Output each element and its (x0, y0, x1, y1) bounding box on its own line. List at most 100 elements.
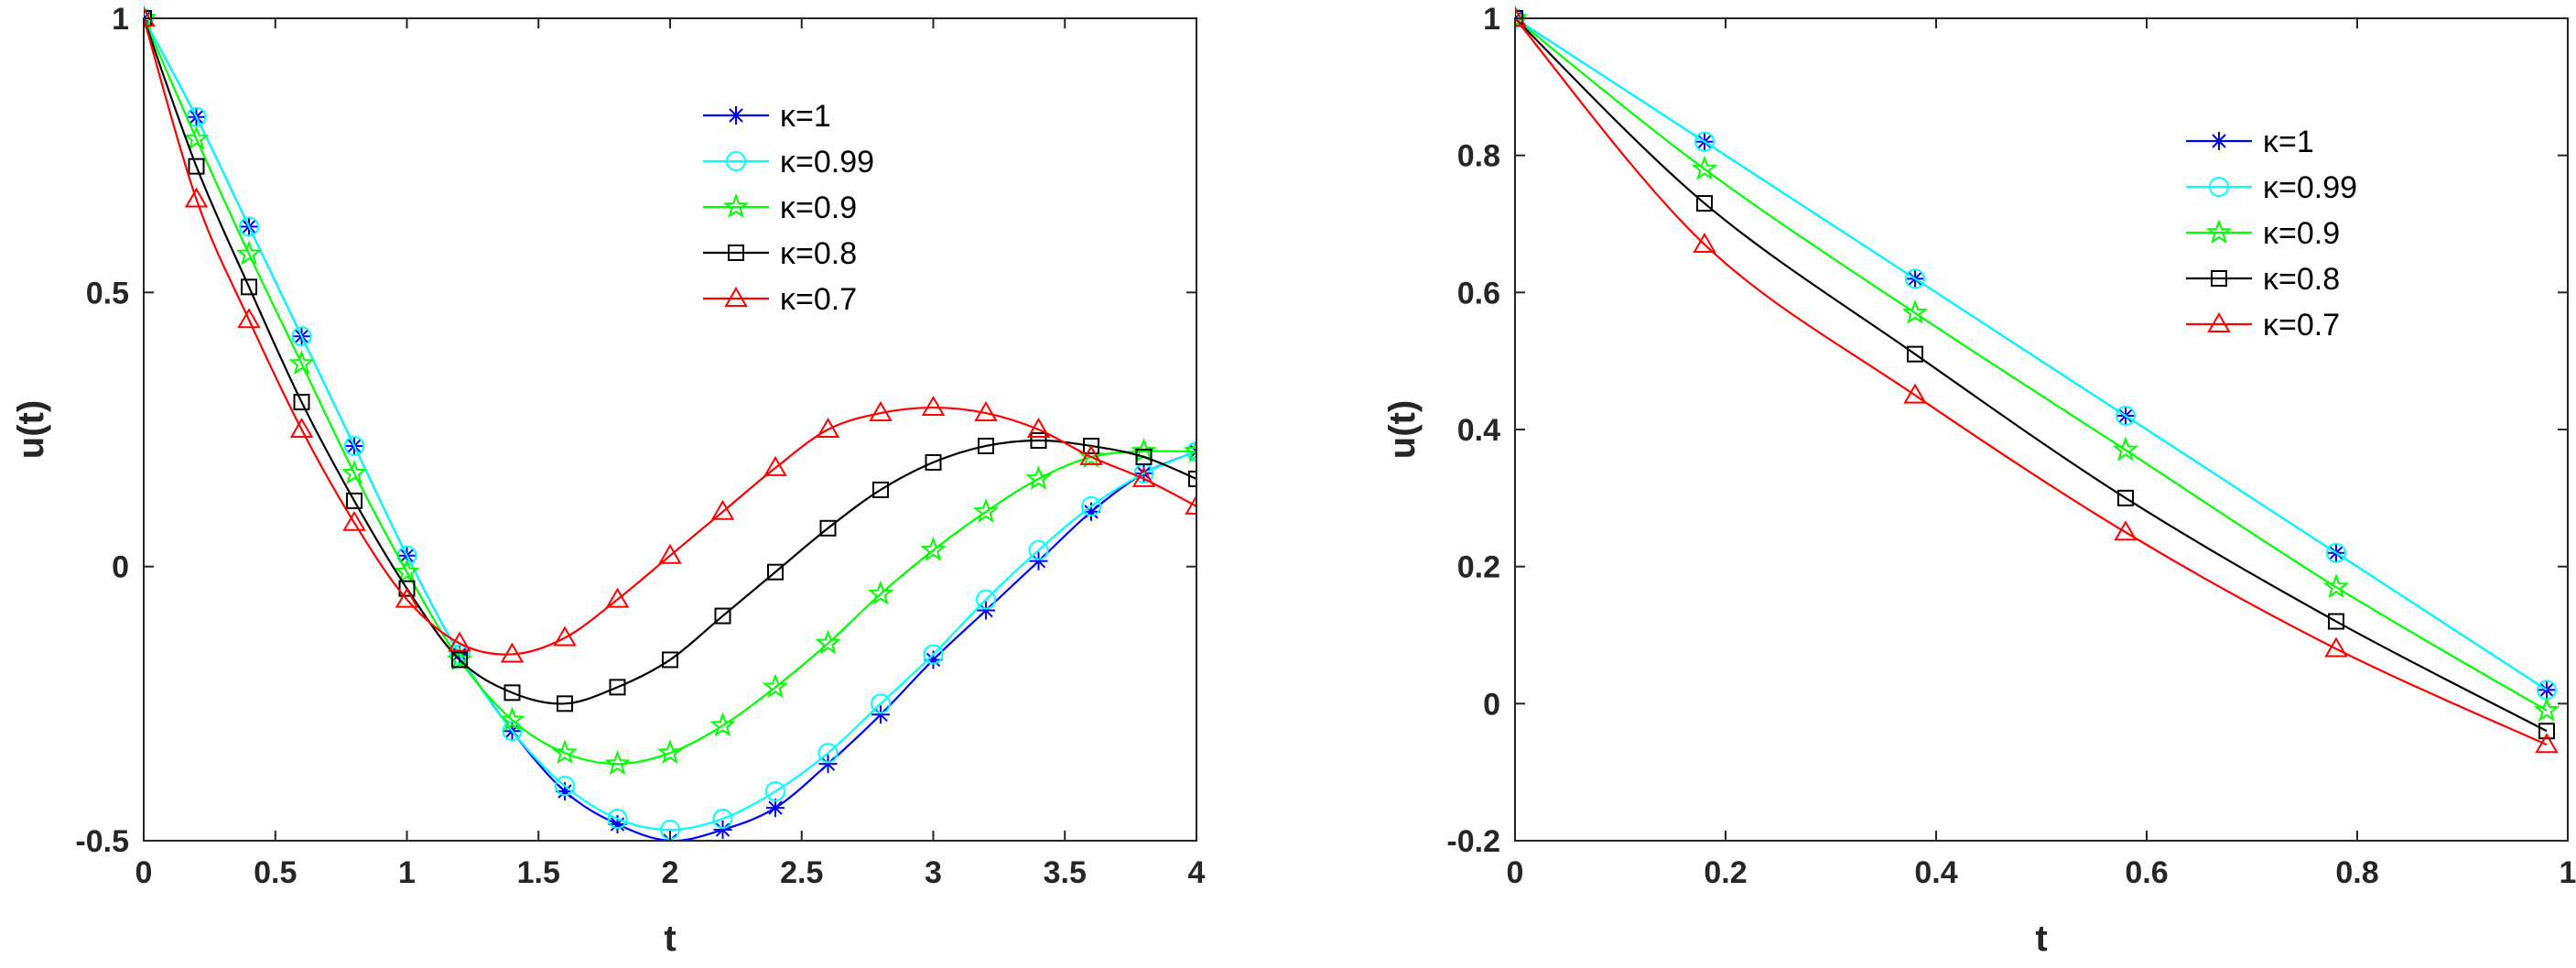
data-point (1135, 448, 1153, 465)
data-point (2535, 733, 2559, 754)
data-point (2116, 406, 2136, 427)
data-point (557, 695, 573, 712)
data-point (395, 587, 419, 608)
data-point (608, 815, 627, 834)
x-tick-label: 1.5 (517, 855, 560, 890)
x-tick-label: 3 (925, 855, 942, 890)
data-point (2322, 573, 2350, 599)
legend: κ=1 κ=0.99 κ=0.9 κ=0.8 κ=0.7 (695, 91, 980, 342)
y-tick-label: 1 (112, 2, 129, 37)
data-point (762, 673, 789, 699)
data-point (972, 497, 1000, 523)
data-point (1696, 195, 1713, 212)
legend-marker (2207, 312, 2231, 332)
data-point (1907, 345, 1923, 363)
data-point (144, 6, 156, 27)
legend-label: κ=1 (780, 99, 831, 134)
data-point (344, 435, 364, 456)
data-point (398, 580, 416, 597)
legend-label: κ=0.99 (2263, 170, 2357, 205)
data-point (183, 125, 210, 150)
legend-marker (2209, 177, 2229, 197)
data-point (763, 455, 787, 476)
data-point (974, 401, 998, 422)
series-line-3 (1515, 17, 2548, 712)
data-point (1694, 131, 1715, 152)
data-point (1515, 6, 1527, 27)
data-point (872, 481, 889, 498)
legend-marker (2210, 132, 2228, 150)
x-tick-label: 0.8 (2335, 855, 2378, 890)
data-point (2117, 489, 2134, 506)
data-point (605, 587, 630, 608)
data-point (817, 743, 839, 764)
series-line-5 (144, 17, 1196, 656)
data-point (1905, 268, 1925, 289)
data-point (924, 650, 943, 669)
x-axis-label: t (2035, 919, 2047, 959)
data-point (656, 739, 684, 765)
data-point (1691, 155, 1718, 180)
data-point (2533, 696, 2560, 722)
chart-panel-2: 0 0.2 0.4 0.6 0.8 1-0.200.20.40.60.81tu(t)κ=1… (1382, 2, 2576, 959)
legend-label: κ=1 (2263, 125, 2314, 159)
legend-marker (2211, 270, 2227, 287)
data-point (502, 721, 523, 742)
data-point (1183, 438, 1196, 462)
data-point (607, 809, 628, 830)
data-point (341, 460, 368, 484)
x-tick-label: 0.5 (254, 855, 297, 890)
data-point (291, 326, 312, 347)
legend: κ=1 κ=0.99 κ=0.9 κ=0.8 κ=0.7 (2178, 116, 2463, 367)
data-point (713, 821, 732, 840)
data-point (869, 401, 893, 422)
data-point (499, 706, 525, 732)
legend-label: κ=0.9 (2263, 216, 2340, 251)
x-tick-label: 3.5 (1044, 855, 1087, 890)
data-point (815, 629, 841, 655)
series-line-3 (144, 17, 1196, 766)
data-point (712, 809, 733, 830)
data-point (288, 350, 315, 375)
series-line-2 (1515, 17, 2548, 691)
y-axis-label: u(t) (11, 400, 51, 459)
data-point (2328, 613, 2344, 630)
y-tick-label: 0.5 (86, 276, 129, 310)
data-point (923, 644, 944, 665)
data-point (1903, 383, 1927, 404)
x-tick-label: 0 (1507, 855, 1524, 890)
plot-area (144, 5, 1196, 841)
data-point (1901, 299, 1929, 324)
x-tick-label: 0 (135, 855, 153, 890)
y-tick-label: 0 (1483, 687, 1500, 722)
data-point (1185, 494, 1196, 515)
data-point (241, 278, 257, 296)
data-point (2324, 636, 2348, 658)
data-point (767, 563, 784, 581)
data-point (188, 158, 205, 175)
data-point (1029, 551, 1048, 571)
data-point (1079, 444, 1103, 465)
data-point (977, 601, 995, 620)
plot-area (1515, 5, 2560, 754)
data-point (709, 712, 736, 737)
legend-marker (726, 151, 746, 171)
data-point (1693, 232, 1716, 253)
data-point (237, 308, 261, 329)
data-point (1081, 495, 1101, 517)
data-point (976, 589, 996, 610)
data-point (1131, 466, 1156, 487)
data-point (2538, 723, 2555, 740)
legend-label: κ=0.99 (780, 145, 874, 179)
data-point (867, 580, 894, 605)
data-point (394, 558, 420, 583)
data-point (1028, 539, 1049, 560)
data-point (293, 394, 310, 411)
data-point (500, 642, 525, 663)
x-tick-label: 0.2 (1704, 855, 1747, 890)
legend-label: κ=0.7 (780, 282, 857, 317)
data-point (2326, 542, 2346, 563)
data-point (556, 782, 574, 801)
data-point (451, 651, 468, 669)
